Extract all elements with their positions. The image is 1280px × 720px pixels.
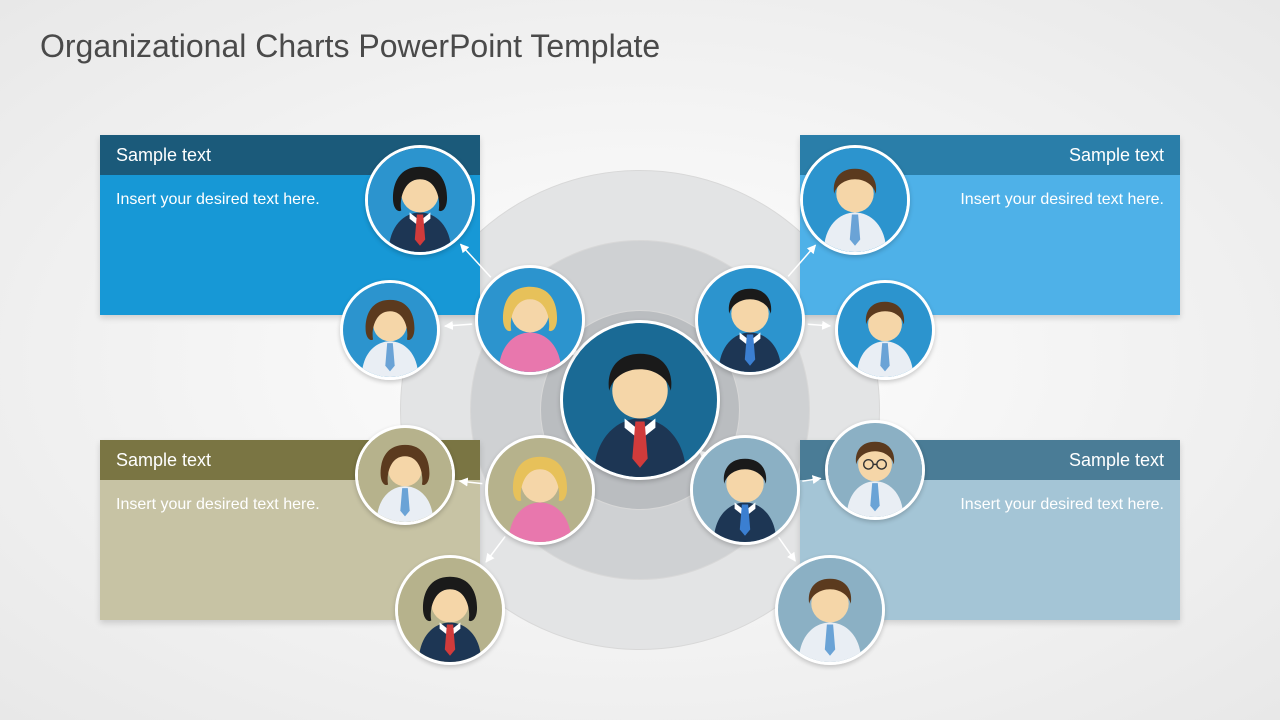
node-bl-mid bbox=[485, 435, 595, 545]
node-tl-out1 bbox=[365, 145, 475, 255]
node-tl-mid bbox=[475, 265, 585, 375]
node-br-out1 bbox=[825, 420, 925, 520]
node-br-out2 bbox=[775, 555, 885, 665]
node-tr-out1 bbox=[800, 145, 910, 255]
node-bl-out2 bbox=[395, 555, 505, 665]
diagram-stage: Sample textInsert your desired text here… bbox=[0, 0, 1280, 720]
node-bl-out1 bbox=[355, 425, 455, 525]
node-br-mid bbox=[690, 435, 800, 545]
node-tl-out2 bbox=[340, 280, 440, 380]
node-tr-mid bbox=[695, 265, 805, 375]
node-tr-out2 bbox=[835, 280, 935, 380]
